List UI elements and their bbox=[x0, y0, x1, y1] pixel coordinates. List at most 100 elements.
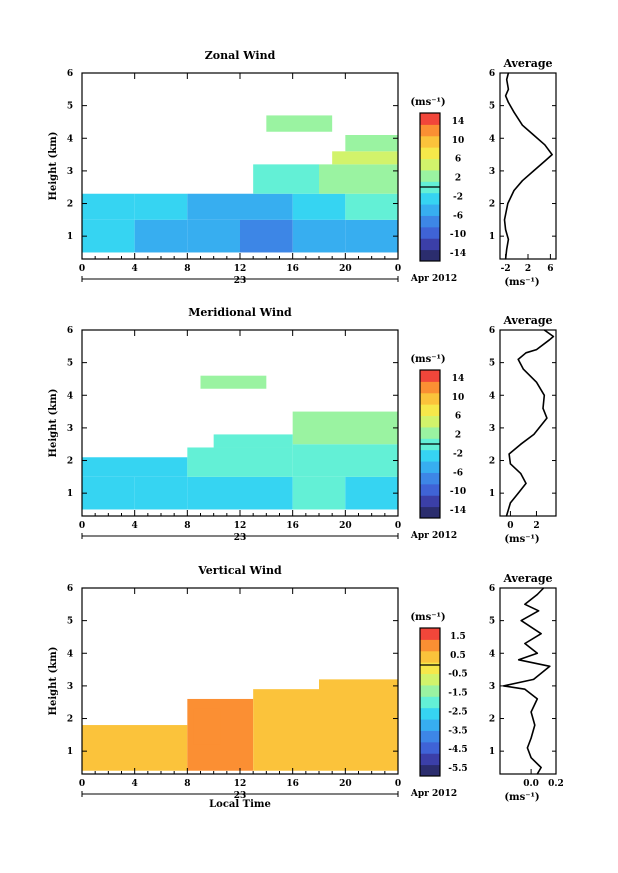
x-tick-label: 0 bbox=[79, 521, 85, 531]
colorbar-tick-label: -2.5 bbox=[448, 707, 467, 717]
x-tick-label: 0 bbox=[79, 779, 85, 789]
colorbar-swatch bbox=[420, 650, 440, 663]
heatmap-cell bbox=[82, 476, 135, 510]
colorbar-swatch bbox=[420, 113, 440, 125]
profile-x-tick-label: 6 bbox=[547, 264, 553, 274]
profile-x-tick-label: 0.0 bbox=[523, 779, 539, 789]
profile-point bbox=[520, 472, 522, 475]
x-tick-label: 16 bbox=[286, 521, 299, 531]
y-axis-label: Height (km) bbox=[48, 389, 59, 458]
profile-point bbox=[534, 724, 536, 726]
colorbar-tick-label: -6 bbox=[453, 468, 463, 478]
colorbar-swatch bbox=[420, 639, 440, 652]
colorbar-tick-label: -10 bbox=[450, 230, 466, 240]
heatmap-cell bbox=[240, 193, 293, 220]
profile-point bbox=[507, 238, 509, 241]
colorbar-swatch bbox=[420, 449, 440, 462]
profile-point bbox=[530, 737, 532, 739]
colorbar-tick-label: -10 bbox=[450, 487, 466, 497]
profile-point bbox=[536, 773, 538, 775]
profile-y-tick-label: 1 bbox=[489, 747, 495, 757]
x-tick-label: 20 bbox=[339, 264, 352, 274]
heatmap-cell bbox=[253, 164, 319, 194]
heatmap-cell bbox=[82, 193, 135, 220]
x-tick-label: 8 bbox=[184, 521, 190, 531]
profile-point bbox=[506, 78, 508, 81]
x-tick-label: 0 bbox=[395, 779, 401, 789]
profile-point bbox=[505, 515, 508, 517]
profile-point bbox=[552, 335, 554, 338]
profile-point bbox=[506, 248, 508, 250]
heatmap-cell bbox=[319, 164, 398, 194]
x-tick-label: 4 bbox=[132, 521, 138, 531]
colorbar-swatch bbox=[420, 381, 440, 394]
x-tick-label: 8 bbox=[184, 264, 190, 274]
profile-point bbox=[509, 463, 512, 465]
heatmap-field bbox=[82, 115, 398, 253]
profile-point bbox=[544, 160, 546, 162]
heatmap-cell bbox=[345, 193, 398, 220]
profile-point bbox=[543, 329, 545, 331]
profile-y-tick-label: 6 bbox=[489, 69, 495, 79]
heatmap-field bbox=[82, 375, 398, 510]
profile-y-tick-label: 2 bbox=[489, 200, 495, 210]
profile-point bbox=[535, 348, 538, 351]
profile-point bbox=[535, 381, 538, 383]
y-tick-label: 4 bbox=[67, 134, 73, 144]
x-tick-label: 4 bbox=[132, 779, 138, 789]
profile-point bbox=[525, 482, 527, 484]
colorbar-swatch bbox=[420, 226, 440, 239]
colorbar-tick-label: -6 bbox=[453, 211, 463, 221]
colorbar-swatch bbox=[420, 628, 440, 640]
profile-line bbox=[503, 72, 553, 260]
profile-frame bbox=[499, 587, 557, 775]
colorbar-tick-label: 10 bbox=[452, 136, 465, 146]
colorbar-swatch bbox=[420, 215, 440, 228]
y-tick-label: 5 bbox=[67, 359, 73, 369]
x-tick-label: 0 bbox=[79, 264, 85, 274]
profile-y-tick-label: 3 bbox=[489, 682, 495, 692]
profile-point bbox=[546, 417, 548, 419]
heatmap-cell bbox=[82, 725, 188, 771]
heatmap-cell bbox=[187, 219, 240, 253]
profile-point bbox=[517, 358, 519, 360]
heatmap-cell bbox=[345, 219, 398, 253]
colorbar-tick-label: -4.5 bbox=[448, 745, 467, 755]
date-day-label: 23 bbox=[234, 791, 247, 801]
heatmap-cell bbox=[292, 193, 346, 220]
y-tick-label: 6 bbox=[67, 584, 73, 594]
x-tick-label: 16 bbox=[286, 264, 299, 274]
profile-point bbox=[530, 757, 532, 759]
profile-point bbox=[513, 111, 515, 113]
heatmap-cell bbox=[82, 219, 135, 253]
heatmap-cell bbox=[253, 689, 319, 771]
profile-point bbox=[505, 258, 507, 260]
colorbar-swatch bbox=[420, 124, 440, 137]
profile-y-tick-label: 1 bbox=[489, 232, 495, 242]
heatmap-cell bbox=[187, 476, 240, 510]
colorbar-swatch bbox=[420, 192, 440, 205]
colorbar-tick-label: -2 bbox=[453, 449, 463, 459]
heatmap-field bbox=[82, 679, 398, 771]
colorbar-swatch bbox=[420, 673, 440, 686]
colorbar-tick-label: 14 bbox=[452, 374, 465, 384]
colorbar-tick-label: -14 bbox=[450, 506, 466, 516]
profile-point bbox=[526, 747, 528, 749]
date-month-label: Apr 2012 bbox=[410, 531, 457, 541]
profile-y-tick-label: 2 bbox=[489, 457, 495, 467]
colorbar-tick-label: -14 bbox=[450, 249, 466, 259]
x-axis-label: Local Time bbox=[209, 799, 271, 810]
y-tick-label: 1 bbox=[67, 747, 73, 757]
profile-point bbox=[503, 685, 505, 687]
profile-y-tick-label: 1 bbox=[489, 489, 495, 499]
profile-point bbox=[543, 394, 545, 396]
profile-point bbox=[508, 453, 510, 455]
heatmap-cell bbox=[266, 115, 333, 132]
profile-x-tick-label: 0.2 bbox=[548, 779, 564, 789]
heatmap-cell bbox=[292, 219, 346, 253]
heatmap-cell bbox=[319, 679, 398, 771]
profile-x-tick-label: 2 bbox=[525, 264, 531, 274]
profile-point bbox=[533, 134, 535, 136]
profile-y-tick-label: 5 bbox=[489, 359, 495, 369]
